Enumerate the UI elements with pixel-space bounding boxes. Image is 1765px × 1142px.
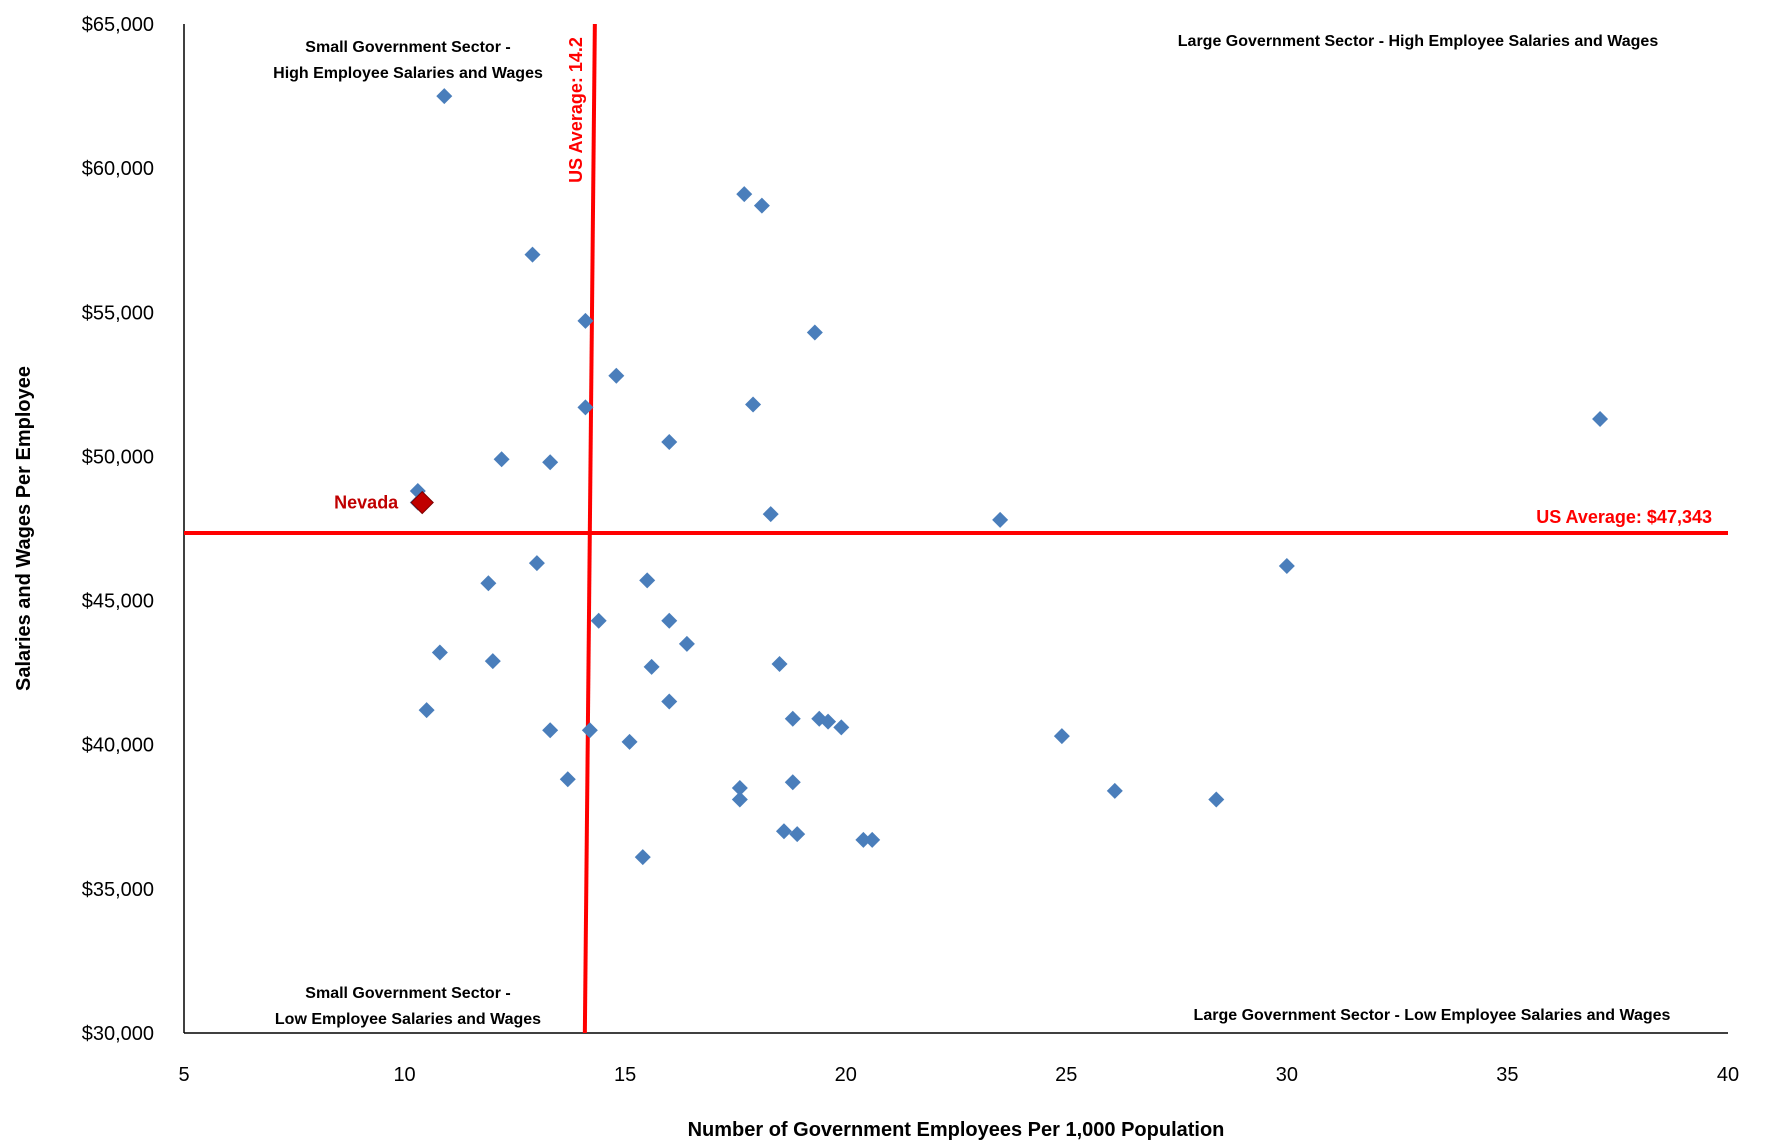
x-tick-label: 10 [393, 1064, 415, 1086]
data-point [528, 555, 545, 572]
tick-labels: $30,000 $35,000 $40,000 $45,000 $50,000 $55,0… [82, 14, 1739, 1086]
data-point [542, 454, 559, 471]
data-point [643, 658, 660, 675]
data-point [678, 635, 695, 652]
data-point [820, 713, 837, 730]
nevada-data-point [410, 490, 434, 515]
data-point [559, 771, 576, 788]
data-point [736, 186, 753, 203]
data-point [1592, 410, 1609, 427]
quadrant-label-top-right: Large Government Sector - High Employee … [1178, 33, 1659, 50]
data-point [542, 722, 559, 739]
data-point [418, 702, 435, 719]
data-point [639, 572, 656, 589]
us-average-employees-label: US Average: 14.2 [566, 37, 586, 183]
y-tick-label: $65,000 [82, 14, 154, 36]
data-point [1106, 782, 1123, 799]
y-tick-label: $60,000 [82, 158, 154, 180]
quadrant-label-bottom-left: Small Government Sector - [305, 985, 510, 1002]
data-point [775, 823, 792, 840]
data-point [833, 719, 850, 736]
x-tick-label: 15 [614, 1064, 636, 1086]
data-point [581, 722, 598, 739]
data-point [731, 791, 748, 808]
data-point [753, 197, 770, 214]
data-point [436, 88, 453, 105]
data-point [480, 575, 497, 592]
data-point [1278, 557, 1295, 574]
annotations: Nevada US Average: $47,343 US Average: 14.… [273, 33, 1712, 1028]
y-tick-label: $35,000 [82, 879, 154, 901]
data-points [409, 88, 1609, 866]
data-point [661, 612, 678, 629]
data-point [524, 246, 541, 263]
y-tick-label: $30,000 [82, 1023, 154, 1045]
y-axis-title: Salaries and Wages Per Employee [13, 366, 35, 691]
x-tick-label: 35 [1496, 1064, 1518, 1086]
x-tick-label: 5 [178, 1064, 189, 1086]
quadrant-label-bottom-left: Low Employee Salaries and Wages [275, 1011, 541, 1028]
data-point [661, 434, 678, 451]
x-axis-title: Number of Government Employees Per 1,000… [688, 1119, 1225, 1141]
data-point [608, 367, 625, 384]
x-tick-label: 40 [1717, 1064, 1739, 1086]
us-average-vertical-line [582, 23, 597, 1034]
data-point [855, 831, 872, 848]
data-point [634, 849, 651, 866]
axes [183, 24, 1728, 1034]
quadrant-label-top-left: High Employee Salaries and Wages [273, 65, 543, 82]
data-point [577, 399, 594, 416]
data-point [784, 710, 801, 727]
us-average-salary-label: US Average: $47,343 [1536, 507, 1712, 527]
y-tick-label: $50,000 [82, 446, 154, 468]
data-point [806, 324, 823, 341]
data-point [762, 506, 779, 523]
data-point [661, 693, 678, 710]
data-point [784, 774, 801, 791]
data-point [1053, 728, 1070, 745]
data-point [590, 612, 607, 629]
data-point [789, 826, 806, 843]
data-point [745, 396, 762, 413]
y-tick-label: $45,000 [82, 591, 154, 613]
data-point [431, 644, 448, 661]
data-point [484, 653, 501, 670]
data-point [1208, 791, 1225, 808]
x-tick-label: 20 [835, 1064, 857, 1086]
data-point [771, 655, 788, 672]
data-point [493, 451, 510, 468]
quadrant-label-bottom-right: Large Government Sector - Low Employee S… [1194, 1007, 1671, 1024]
x-tick-label: 30 [1276, 1064, 1298, 1086]
data-point [992, 511, 1009, 528]
quadrant-label-top-left: Small Government Sector - [305, 39, 510, 56]
data-point [577, 312, 594, 329]
y-tick-label: $40,000 [82, 735, 154, 757]
data-point [731, 779, 748, 796]
y-tick-label: $55,000 [82, 302, 154, 324]
reference-lines [184, 23, 1728, 1034]
data-point [864, 831, 881, 848]
data-point [621, 733, 638, 750]
nevada-label: Nevada [334, 493, 399, 513]
x-tick-label: 25 [1055, 1064, 1077, 1086]
